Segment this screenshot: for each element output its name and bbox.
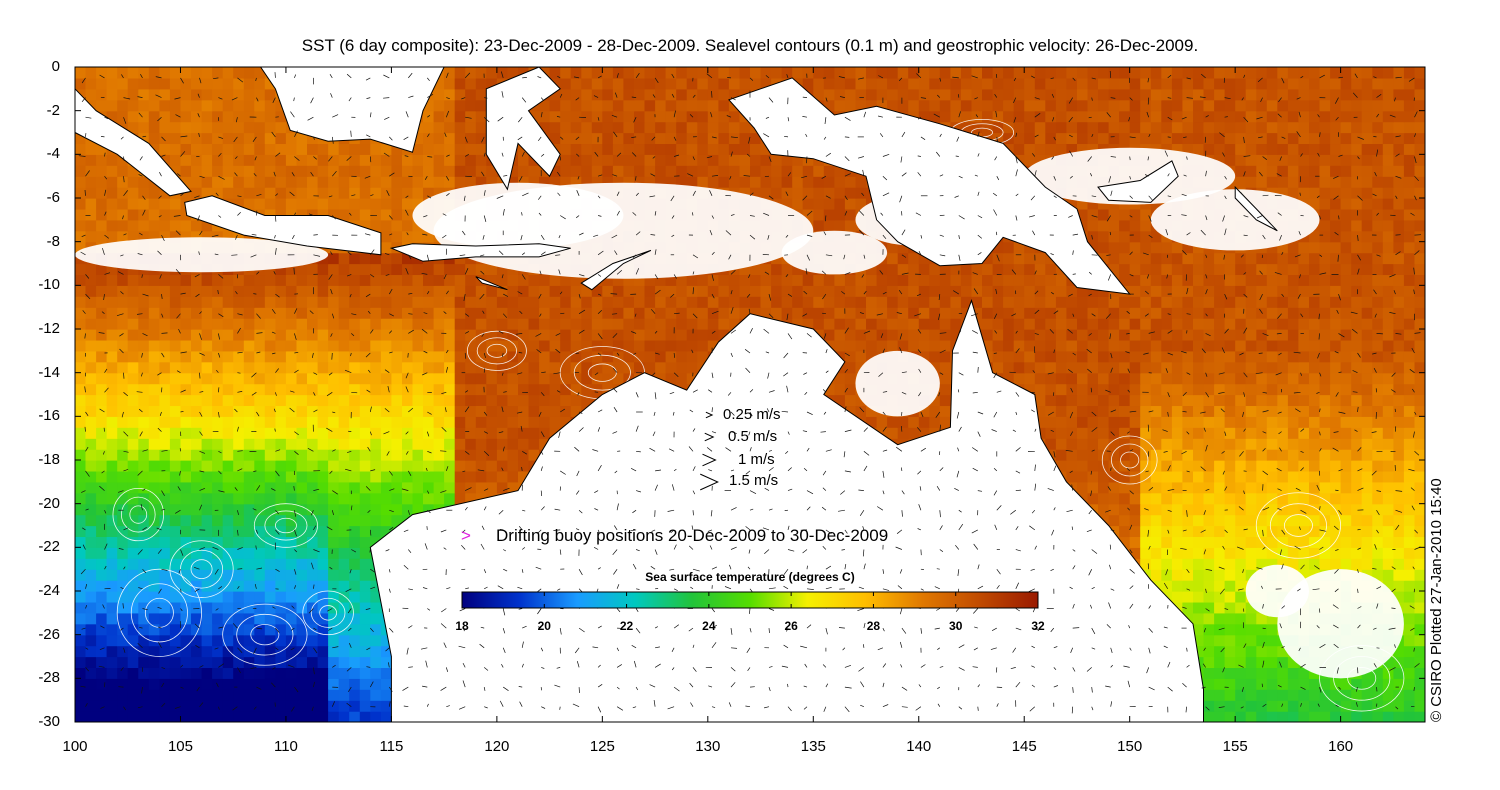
x-tick-label: 110 xyxy=(273,738,298,755)
y-tick-label: -28 xyxy=(38,669,60,687)
colorbar-tick-label: 24 xyxy=(702,619,716,633)
y-tick-label: -4 xyxy=(46,145,60,163)
x-tick-label: 150 xyxy=(1117,738,1143,755)
x-tick-label: 135 xyxy=(800,738,826,755)
x-tick-label: 120 xyxy=(484,738,510,755)
y-tick-label: -22 xyxy=(38,538,60,556)
y-tick-label: -10 xyxy=(38,276,60,294)
colorbar-tick-label: 32 xyxy=(1031,619,1045,633)
velocity-legend-label-1: 0.25 m/s xyxy=(723,406,781,423)
x-tick-label: 125 xyxy=(589,738,615,755)
velocity-legend-arrows xyxy=(700,411,719,491)
y-tick-label: -6 xyxy=(46,189,60,206)
axis-tick-marks xyxy=(74,66,1425,723)
y-tick-label: -8 xyxy=(46,232,60,250)
credit-text: © CSIRO Plotted 27-Jan-2010 15:40 xyxy=(1428,478,1445,722)
y-tick-label: -14 xyxy=(38,363,60,381)
x-tick-label: 155 xyxy=(1222,738,1248,755)
y-tick-label: -16 xyxy=(38,407,60,425)
colorbar-tick-label: 20 xyxy=(537,619,551,633)
y-tick-label: -30 xyxy=(38,713,60,730)
y-tick-label: -12 xyxy=(38,320,60,337)
map-title: SST (6 day composite): 23-Dec-2009 - 28-… xyxy=(301,36,1199,55)
colorbar-tick-label: 30 xyxy=(949,619,963,633)
velocity-legend-arrow xyxy=(700,473,719,491)
colorbar-tick-label: 26 xyxy=(784,619,798,633)
y-tick-label: -18 xyxy=(38,451,60,468)
x-tick-label: 140 xyxy=(906,738,932,755)
x-tick-label: 160 xyxy=(1328,738,1354,755)
colorbar-tick-label: 22 xyxy=(619,619,634,633)
buoy-legend-symbol: > xyxy=(461,526,471,545)
colorbar-tick-marks xyxy=(461,592,1039,608)
velocity-legend-arrow xyxy=(702,453,717,467)
sealevel-contours xyxy=(112,119,1405,712)
colorbar-tick-label: 18 xyxy=(455,619,469,633)
y-tick-label: -26 xyxy=(38,625,60,643)
colorbar xyxy=(461,591,1039,609)
landmasses xyxy=(75,67,1278,722)
velocity-legend-arrow xyxy=(705,411,714,419)
velocity-legend-label-3: 1 m/s xyxy=(738,451,775,468)
buoy-legend-label: Drifting buoy positions 20-Dec-2009 to 3… xyxy=(496,526,889,545)
x-tick-label: 105 xyxy=(167,738,193,755)
x-tick-label: 130 xyxy=(695,738,721,755)
y-tick-label: -24 xyxy=(38,582,60,599)
velocity-legend-label-4: 1.5 m/s xyxy=(729,472,779,489)
x-tick-label: 100 xyxy=(62,738,88,755)
x-tick-label: 145 xyxy=(1011,738,1037,755)
velocity-legend-label-2: 0.5 m/s xyxy=(728,428,778,445)
y-tick-label: -2 xyxy=(46,101,60,119)
colorbar-tick-label: 28 xyxy=(866,619,881,633)
colorbar-title: Sea surface temperature (degrees C) xyxy=(645,570,855,584)
velocity-arrows xyxy=(78,70,1422,714)
y-tick-label: 0 xyxy=(51,58,60,75)
velocity-legend-arrow xyxy=(704,432,715,442)
x-tick-label: 115 xyxy=(379,738,404,755)
plot-frame xyxy=(74,66,1426,723)
y-tick-label: -20 xyxy=(38,494,60,512)
